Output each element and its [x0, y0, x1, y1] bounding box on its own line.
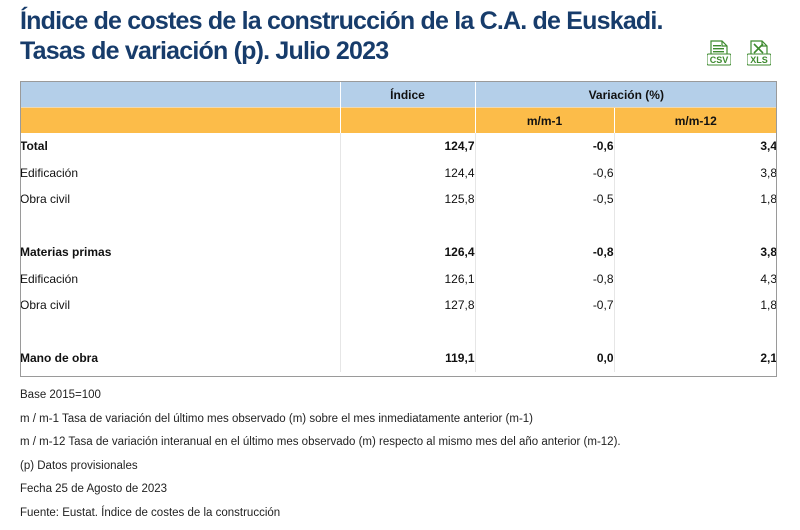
table-row: Mano de obra 119,1 0,0 2,1: [20, 345, 778, 372]
download-xls-button[interactable]: XLS: [747, 40, 771, 66]
row-label: Edificación: [20, 165, 79, 180]
row-index: 124,7: [339, 133, 475, 160]
row-label: Mano de obra: [20, 351, 99, 366]
spacer-row: [20, 212, 778, 239]
header-variation: Variación (%): [474, 81, 778, 108]
table-row: Obra civil 125,8 -0,5 1,8: [20, 186, 778, 213]
page-title: Índice de costes de la construcción de l…: [20, 6, 690, 66]
row-label: Obra civil: [20, 192, 71, 207]
row-mm12: 3,8: [613, 159, 778, 186]
table-row: Materias primas 126,4 -0,8 3,8: [20, 239, 778, 266]
row-mm1: -0,5: [474, 186, 614, 213]
xls-file-icon: XLS: [747, 40, 771, 66]
note-date: Fecha 25 de Agosto de 2023: [20, 483, 168, 496]
subheader-mm12: m/m-12: [613, 107, 778, 133]
row-index: 125,8: [339, 186, 475, 213]
note-source: Fuente: Eustat. Índice de costes de la c…: [20, 506, 281, 519]
note-provisional: (p) Datos provisionales: [20, 459, 138, 472]
row-mm1: -0,8: [474, 239, 614, 266]
header-index: Índice: [339, 81, 475, 108]
note-base: Base 2015=100: [20, 389, 101, 401]
row-index: 124,4: [339, 159, 475, 186]
row-mm1: -0,7: [474, 292, 614, 319]
csv-label: CSV: [710, 55, 729, 65]
row-mm12: 4,3: [613, 265, 778, 292]
row-mm1: -0,6: [474, 133, 614, 160]
row-mm12: 1,8: [613, 292, 778, 319]
row-mm1: 0,0: [474, 345, 614, 372]
header-blank: [20, 81, 340, 108]
row-mm1: -0,8: [474, 265, 614, 292]
note-mm12: m / m-12 Tasa de variación interanual en…: [20, 436, 621, 449]
subheader-blank: [20, 107, 340, 133]
xls-label: XLS: [750, 55, 768, 65]
row-label: Obra civil: [20, 298, 71, 313]
subheader-index-blank: [339, 107, 475, 133]
subheader-mm1: m/m-1: [474, 107, 614, 133]
row-index: 126,1: [339, 265, 475, 292]
row-index: 126,4: [339, 239, 475, 266]
row-label: Edificación: [20, 271, 79, 286]
table-row: Edificación 124,4 -0,6 3,8: [20, 159, 778, 186]
note-mm1: m / m-1 Tasa de variación del último mes…: [20, 412, 534, 425]
row-mm12: 1,8: [613, 186, 778, 213]
title-line-1: Índice de costes de la construcción de l…: [20, 7, 664, 35]
row-mm12: 3,8: [613, 239, 778, 266]
table-row: Obra civil 127,8 -0,7 1,8: [20, 292, 778, 319]
data-table: Índice Variación (%) m/m-1 m/m-12 Total …: [20, 81, 778, 372]
title-line-2: Tasas de variación (p). Julio 2023: [20, 37, 389, 65]
row-mm1: -0,6: [474, 159, 614, 186]
row-mm12: 3,4: [613, 133, 778, 160]
row-label: Total: [20, 139, 48, 154]
row-index: 127,8: [339, 292, 475, 319]
footnotes: Base 2015=100 m / m-1 Tasa de variación …: [20, 388, 621, 530]
row-label: Materias primas: [20, 245, 112, 260]
row-index: 119,1: [339, 345, 475, 372]
csv-file-icon: CSV: [707, 40, 731, 66]
download-csv-button[interactable]: CSV: [707, 40, 731, 66]
table-row: Edificación 126,1 -0,8 4,3: [20, 265, 778, 292]
spacer-row: [20, 318, 778, 345]
row-mm12: 2,1: [613, 345, 778, 372]
table-row: Total 124,7 -0,6 3,4: [20, 133, 778, 160]
